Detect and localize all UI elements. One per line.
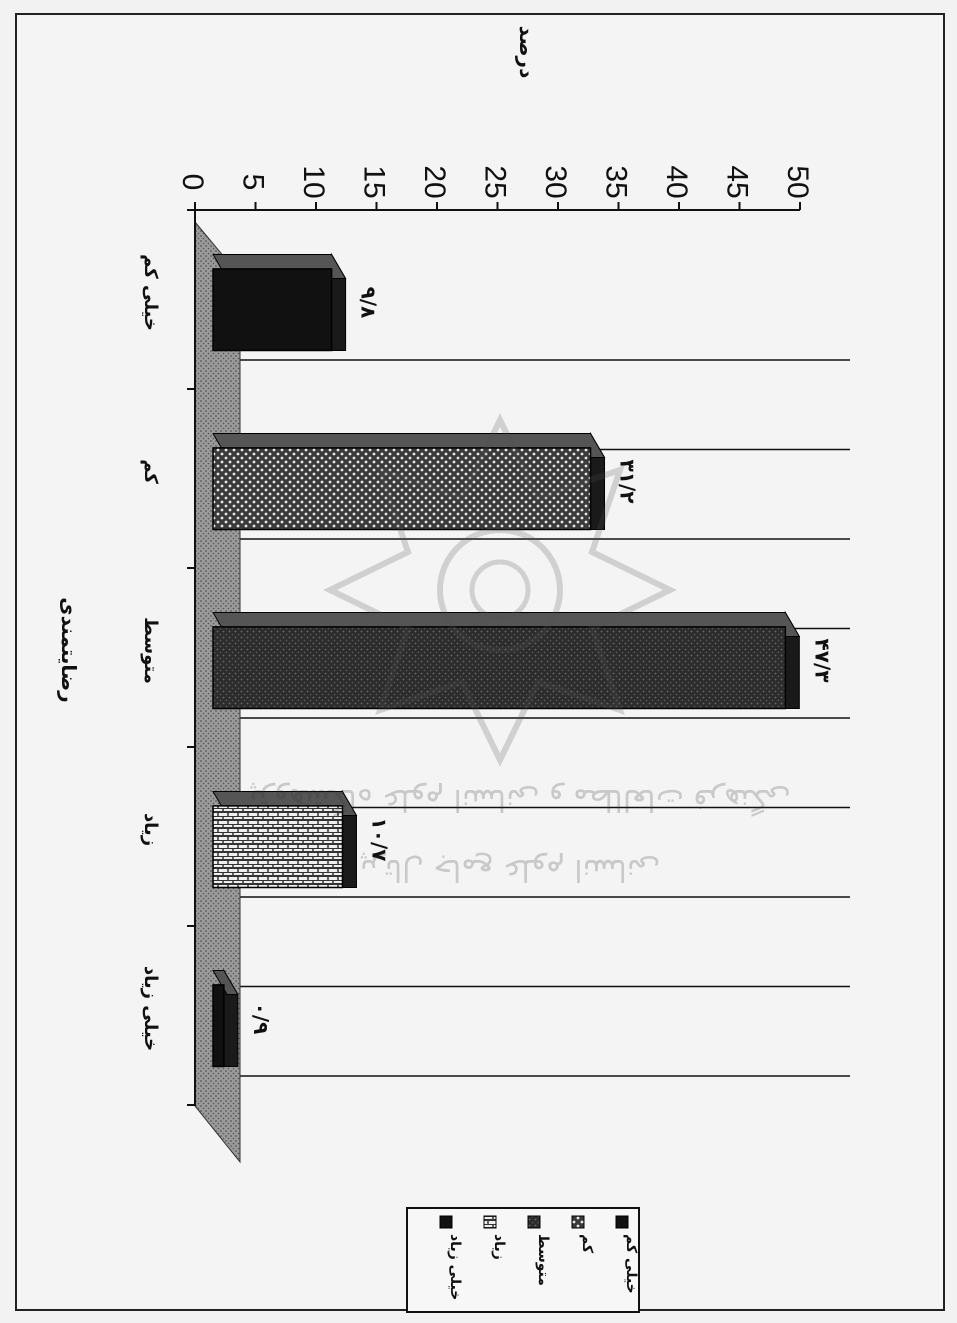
legend-label: کم	[579, 1234, 595, 1254]
bar-front-face	[212, 626, 787, 710]
watermark-star-icon	[323, 413, 677, 767]
legend-item: کم	[571, 1215, 595, 1254]
legend-label: زیاد	[491, 1234, 507, 1260]
category-label: متوسط	[140, 617, 161, 684]
value-tick-label: 40	[660, 165, 693, 198]
value-tick-label: 25	[479, 165, 512, 198]
legend-swatch	[439, 1215, 453, 1229]
legend-label: خیلی کم	[623, 1234, 639, 1294]
bar-front-face	[212, 805, 344, 889]
value-tick-label: 0	[176, 174, 209, 191]
value-tick-label: 30	[539, 165, 572, 198]
value-tick-label: 20	[418, 165, 451, 198]
legend-swatch	[571, 1215, 585, 1229]
legend-label: خیلی زیاد	[447, 1234, 463, 1300]
value-tick-label: 45	[721, 165, 754, 198]
data-label: ۴۷/۳	[810, 639, 834, 683]
bar-front-face	[212, 984, 225, 1068]
legend-swatch	[615, 1215, 629, 1229]
value-tick-label: 10	[297, 165, 330, 198]
value-tick-label: 50	[781, 165, 814, 198]
category-label: کم	[140, 459, 161, 484]
legend-swatch	[527, 1215, 541, 1229]
legend-item: زیاد	[483, 1215, 507, 1260]
bar	[212, 252, 347, 352]
value-axis-title: درصد	[515, 26, 539, 79]
value-tick-label: 5	[237, 174, 270, 191]
bar	[212, 968, 239, 1068]
category-labels: خیلی کم کم متوسط زیاد خیلی زیاد	[140, 254, 161, 1051]
legend-item: خیلی زیاد	[439, 1215, 463, 1300]
legend-label: متوسط	[535, 1234, 551, 1286]
watermark-line1: پژوهشگاه علوم انسانی و مطالعات فرهنگی	[249, 782, 791, 817]
bar-front-face	[212, 268, 333, 352]
value-ticks: 0 5 10 15 20 25 30 35 40 45 50	[176, 165, 814, 1106]
value-tick-label: 35	[600, 165, 633, 198]
value-tick-label: 15	[358, 165, 391, 198]
bar	[212, 610, 801, 710]
bar	[212, 789, 358, 889]
legend-item: خیلی کم	[615, 1215, 639, 1294]
watermark-line2: پرتال جامع علوم انسانی	[360, 852, 660, 887]
legend-swatch	[483, 1215, 497, 1229]
category-label: خیلی کم	[140, 254, 161, 331]
data-label: ۳۱/۲	[616, 460, 640, 504]
legend-item: متوسط	[527, 1215, 551, 1286]
data-label: ۰/۹	[249, 1003, 273, 1035]
data-label: ۹/۸	[357, 287, 381, 319]
data-label: ۱۰/۷	[367, 818, 391, 862]
category-label: زیاد	[140, 813, 161, 846]
bar	[212, 431, 606, 531]
legend: خیلی کم کم متوسط زیاد خیلی زیاد	[406, 1207, 640, 1313]
category-axis-title: رضایتمندی	[57, 597, 81, 702]
watermark: پژوهشگاه علوم انسانی و مطالعات فرهنگی پر…	[249, 413, 791, 887]
bars	[212, 252, 801, 1068]
data-labels: ۹/۸ ۳۱/۲ ۴۷/۳ ۱۰/۷ ۰/۹	[249, 287, 834, 1035]
category-label: خیلی زیاد	[140, 966, 161, 1051]
bar-front-face	[212, 447, 592, 531]
